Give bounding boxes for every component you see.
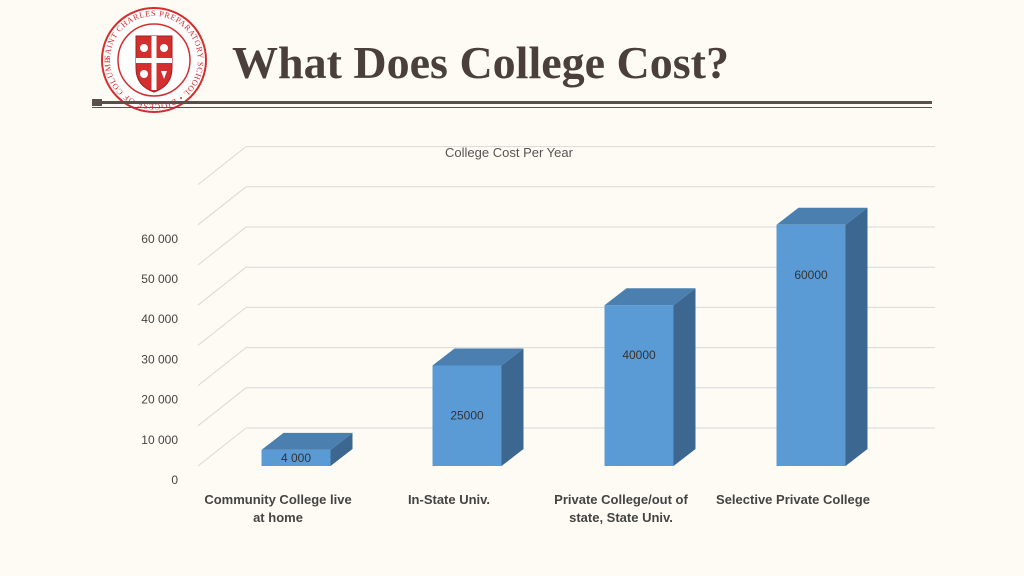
grid-line-diagonal bbox=[197, 347, 247, 386]
category-label: Community College live at home bbox=[204, 492, 351, 525]
bar-top bbox=[432, 348, 524, 366]
grid-line-diagonal bbox=[197, 427, 247, 467]
bar bbox=[432, 365, 502, 466]
category-label-line: Community College live bbox=[204, 492, 351, 507]
category-label-line: state, State Univ. bbox=[569, 510, 673, 525]
bar bbox=[604, 305, 674, 466]
y-tick-label: 40 000 bbox=[141, 312, 178, 326]
bar-top bbox=[604, 288, 696, 306]
bar bbox=[776, 224, 846, 466]
title-rule-thick bbox=[92, 101, 932, 104]
grid-line-diagonal bbox=[197, 186, 247, 226]
data-label: 60000 bbox=[794, 268, 828, 282]
data-label: 25000 bbox=[450, 409, 484, 423]
x-axis-categories: Community College live at home In-State Un… bbox=[204, 492, 870, 525]
grid-line-diagonal bbox=[197, 226, 247, 266]
category-label-line: Private College/out of bbox=[554, 492, 688, 507]
bar bbox=[261, 449, 331, 466]
data-label: 40000 bbox=[622, 348, 656, 362]
bar-top bbox=[261, 432, 353, 450]
y-tick-label: 20 000 bbox=[141, 393, 178, 407]
y-tick-label: 10 000 bbox=[141, 433, 178, 447]
category-label: In-State Univ. bbox=[408, 492, 490, 507]
y-tick-label: 60 000 bbox=[141, 232, 178, 246]
grid-line-diagonal bbox=[197, 387, 247, 427]
data-label: 4 000 bbox=[281, 451, 311, 465]
title-rule-thin bbox=[92, 107, 932, 108]
category-label-line: Selective Private College bbox=[716, 492, 870, 507]
y-axis-ticks: 0 10 000 20 000 30 000 40 000 50 000 60 000 bbox=[141, 232, 178, 487]
category-label: Private College/out of state, State Univ. bbox=[554, 492, 688, 525]
bar-side bbox=[330, 432, 353, 466]
category-label-line: at home bbox=[253, 510, 303, 525]
bars: 4 000 25000 40000 60000 bbox=[261, 207, 868, 467]
bar-top bbox=[776, 207, 868, 225]
y-tick-label: 0 bbox=[171, 473, 178, 487]
y-tick-label: 50 000 bbox=[141, 272, 178, 286]
y-tick-label: 30 000 bbox=[141, 352, 178, 366]
category-label-line: In-State Univ. bbox=[408, 492, 490, 507]
bar-side bbox=[845, 207, 868, 467]
page-title: What Does College Cost? bbox=[232, 37, 729, 88]
bar-side bbox=[673, 288, 696, 466]
chart-title: College Cost Per Year bbox=[445, 145, 574, 160]
bar-side bbox=[501, 348, 524, 466]
grid-line-diagonal bbox=[197, 146, 247, 185]
school-seal-logo: SAINT CHARLES PREPARATORY SCHOOL • DIOCE… bbox=[100, 6, 207, 113]
grid-line-diagonal bbox=[197, 307, 247, 346]
grid-line-diagonal bbox=[197, 266, 247, 306]
category-label: Selective Private College bbox=[716, 492, 870, 507]
